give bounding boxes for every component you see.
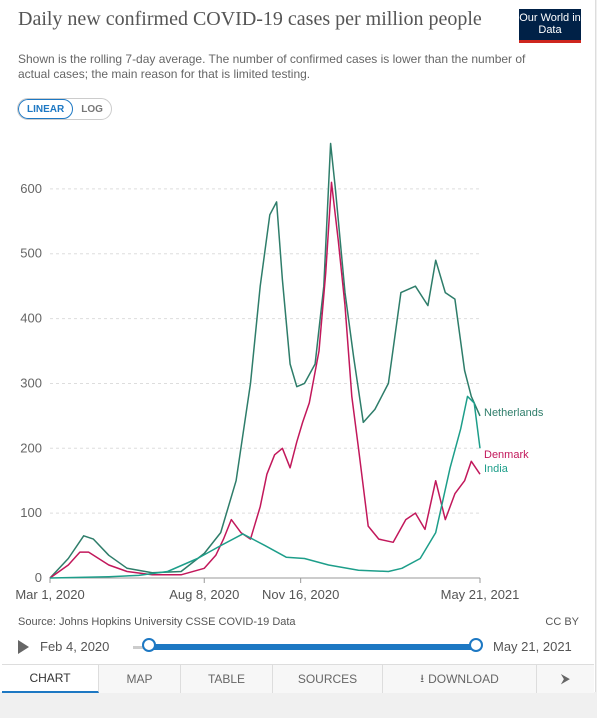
chart-subtitle: Shown is the rolling 7-day average. The … [18, 52, 526, 81]
y-tick-label: 500 [20, 246, 42, 261]
license-link[interactable]: CC BY [545, 616, 579, 628]
owid-logo[interactable]: Our World in Data [519, 9, 581, 43]
x-tick-label: May 21, 2021 [441, 587, 520, 602]
y-tick-label: 100 [20, 505, 42, 520]
tab-download[interactable]: ⭳ DOWNLOAD [383, 665, 537, 693]
series-label-denmark: Denmark [484, 449, 529, 461]
linear-scale-button[interactable]: LINEAR [18, 99, 74, 119]
tab-sources[interactable]: SOURCES [273, 665, 383, 693]
download-icon: ⭳ [420, 672, 425, 685]
tab-table[interactable]: TABLE [181, 665, 273, 693]
timeline-start-label: Feb 4, 2020 [40, 639, 110, 654]
tab-table-label: TABLE [207, 672, 246, 686]
tab-download-label: DOWNLOAD [428, 672, 499, 686]
series-line-denmark [49, 181, 481, 579]
play-icon[interactable] [18, 640, 29, 654]
series-label-india: India [484, 463, 509, 475]
timeline-end-label: May 21, 2021 [493, 639, 572, 654]
series-label-netherlands: Netherlands [484, 407, 544, 419]
x-tick-label: Aug 8, 2020 [169, 587, 239, 602]
timeline-range[interactable] [148, 644, 478, 650]
x-tick-label: Mar 1, 2020 [15, 587, 84, 602]
tab-map[interactable]: MAP [99, 665, 181, 693]
y-tick-label: 300 [20, 375, 42, 390]
tab-bar: CHART MAP TABLE SOURCES ⭳ DOWNLOAD ⮞ [2, 664, 594, 693]
line-chart: 0 100 200 300 400 500 600 Mar 1, 2020 Aug 8, 202… [15, 142, 544, 602]
log-scale-button[interactable]: LOG [81, 103, 103, 115]
tab-sources-label: SOURCES [297, 672, 358, 686]
y-tick-label: 200 [20, 440, 42, 455]
tab-chart[interactable]: CHART [2, 665, 99, 693]
series-line-india [49, 395, 481, 579]
y-tick-label: 0 [35, 570, 42, 585]
tab-chart-label: CHART [29, 671, 71, 685]
chart-title: Daily new confirmed COVID-19 cases per m… [18, 8, 482, 30]
tab-share[interactable]: ⮞ [537, 665, 594, 693]
y-tick-label: 600 [20, 181, 42, 196]
timeline-end-handle[interactable] [469, 638, 483, 652]
share-icon: ⮞ [560, 671, 571, 686]
source-note[interactable]: Source: Johns Hopkins University CSSE CO… [18, 616, 296, 628]
tab-map-label: MAP [126, 672, 153, 686]
timeline: Feb 4, 2020 May 21, 2021 [18, 637, 583, 657]
x-tick-label: Nov 16, 2020 [262, 587, 339, 602]
chart-frame: Daily new confirmed COVID-19 cases per m… [0, 0, 596, 693]
y-tick-label: 400 [20, 311, 42, 326]
series-line-netherlands [49, 142, 481, 579]
timeline-start-handle[interactable] [142, 638, 156, 652]
scale-toggle: LINEAR LOG [17, 98, 112, 120]
